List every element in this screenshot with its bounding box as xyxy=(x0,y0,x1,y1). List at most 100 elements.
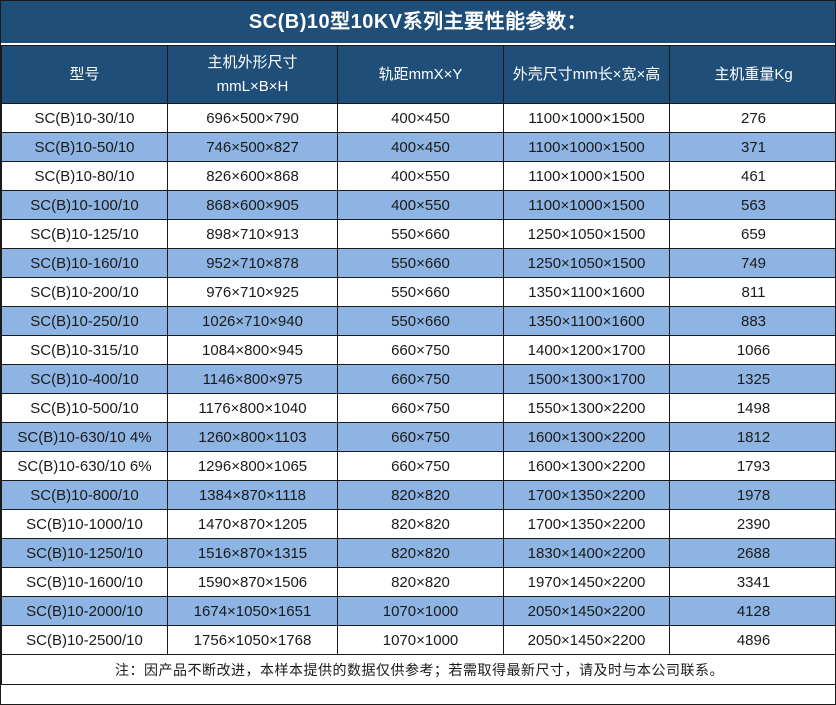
table-cell: 2050×1450×2200 xyxy=(503,596,670,626)
column-header-rail-gauge: 轨距mmX×Y xyxy=(337,45,504,104)
table-cell: 550×660 xyxy=(337,306,504,336)
column-header-model: 型号 xyxy=(1,45,168,104)
table-cell: 2688 xyxy=(669,538,835,568)
table-row: SC(B)10-125/10 898×710×913 550×660 1250×105… xyxy=(1,219,835,249)
table-row: SC(B)10-315/10 1084×800×945 660×750 1400×12… xyxy=(1,335,835,365)
table-cell: 1830×1400×2200 xyxy=(503,538,670,568)
table-cell: 550×660 xyxy=(337,277,504,307)
table-cell: 400×450 xyxy=(337,132,504,162)
table-header-row: 型号 主机外形尺寸 mmL×B×H 轨距mmX×Y 外壳尺寸mm长×宽×高 主机… xyxy=(1,45,835,104)
table-cell: 2050×1450×2200 xyxy=(503,625,670,655)
table-cell: SC(B)10-315/10 xyxy=(1,335,168,365)
table-cell: SC(B)10-250/10 xyxy=(1,306,168,336)
table-cell: SC(B)10-2000/10 xyxy=(1,596,168,626)
table-cell: 1100×1000×1500 xyxy=(503,132,670,162)
table-cell: 1384×870×1118 xyxy=(167,480,338,510)
table-cell: 659 xyxy=(669,219,835,249)
table-cell: 550×660 xyxy=(337,248,504,278)
table-cell: SC(B)10-200/10 xyxy=(1,277,168,307)
table-cell: 883 xyxy=(669,306,835,336)
table-cell: SC(B)10-80/10 xyxy=(1,161,168,191)
table-row: SC(B)10-1250/10 1516×870×1315 820×820 1830×… xyxy=(1,538,835,568)
table-cell: 2390 xyxy=(669,509,835,539)
table-row: SC(B)10-80/10 826×600×868 400×550 1100×1000… xyxy=(1,161,835,191)
table-cell: 1978 xyxy=(669,480,835,510)
table-cell: SC(B)10-1250/10 xyxy=(1,538,168,568)
table-cell: 1756×1050×1768 xyxy=(167,625,338,655)
table-row: SC(B)10-500/10 1176×800×1040 660×750 1550×1… xyxy=(1,393,835,423)
table-cell: 400×550 xyxy=(337,190,504,220)
table-cell: 550×660 xyxy=(337,219,504,249)
table-cell: 1250×1050×1500 xyxy=(503,248,670,278)
table-cell: 400×450 xyxy=(337,103,504,133)
table-cell: 746×500×827 xyxy=(167,132,338,162)
table-cell: 1070×1000 xyxy=(337,596,504,626)
table-row: SC(B)10-800/10 1384×870×1118 820×820 1700×1… xyxy=(1,480,835,510)
table-body: SC(B)10-30/10 696×500×790 400×450 1100×1000… xyxy=(1,103,835,655)
footer-row: 注：因产品不断改进，本样本提供的数据仅供参考；若需取得最新尺寸，请及时与本公司联… xyxy=(1,654,835,685)
table-cell: SC(B)10-100/10 xyxy=(1,190,168,220)
table-cell: SC(B)10-2500/10 xyxy=(1,625,168,655)
table-cell: 1700×1350×2200 xyxy=(503,480,670,510)
table-cell: SC(B)10-800/10 xyxy=(1,480,168,510)
table-cell: 1084×800×945 xyxy=(167,335,338,365)
table-row: SC(B)10-160/10 952×710×878 550×660 1250×105… xyxy=(1,248,835,278)
table-cell: SC(B)10-160/10 xyxy=(1,248,168,278)
spec-data-table: 型号 主机外形尺寸 mmL×B×H 轨距mmX×Y 外壳尺寸mm长×宽×高 主机… xyxy=(1,45,835,685)
table-cell: 563 xyxy=(669,190,835,220)
table-cell: 1600×1300×2200 xyxy=(503,422,670,452)
table-cell: 1516×870×1315 xyxy=(167,538,338,568)
table-cell: 660×750 xyxy=(337,422,504,452)
table-cell: 4896 xyxy=(669,625,835,655)
table-cell: 660×750 xyxy=(337,364,504,394)
table-row: SC(B)10-630/10 6% 1296×800×1065 660×750 160… xyxy=(1,451,835,481)
table-cell: 1100×1000×1500 xyxy=(503,190,670,220)
table-cell: 4128 xyxy=(669,596,835,626)
table-cell: 898×710×913 xyxy=(167,219,338,249)
table-cell: SC(B)10-630/10 4% xyxy=(1,422,168,452)
table-row: SC(B)10-100/10 868×600×905 400×550 1100×100… xyxy=(1,190,835,220)
table-cell: 276 xyxy=(669,103,835,133)
column-header-shell-size: 外壳尺寸mm长×宽×高 xyxy=(503,45,670,104)
table-cell: 952×710×878 xyxy=(167,248,338,278)
table-row: SC(B)10-1600/10 1590×870×1506 820×820 1970×… xyxy=(1,567,835,597)
table-cell: SC(B)10-125/10 xyxy=(1,219,168,249)
table-row: SC(B)10-250/10 1026×710×940 550×660 1350×11… xyxy=(1,306,835,336)
table-row: SC(B)10-50/10 746×500×827 400×450 1100×1000… xyxy=(1,132,835,162)
table-cell: 1260×800×1103 xyxy=(167,422,338,452)
table-cell: 1500×1300×1700 xyxy=(503,364,670,394)
table-cell: 1812 xyxy=(669,422,835,452)
table-cell: SC(B)10-50/10 xyxy=(1,132,168,162)
table-cell: SC(B)10-1600/10 xyxy=(1,567,168,597)
table-cell: 1400×1200×1700 xyxy=(503,335,670,365)
table-cell: 749 xyxy=(669,248,835,278)
table-cell: 1970×1450×2200 xyxy=(503,567,670,597)
table-cell: 1100×1000×1500 xyxy=(503,103,670,133)
table-row: SC(B)10-630/10 4% 1260×800×1103 660×750 160… xyxy=(1,422,835,452)
column-header-machine-size: 主机外形尺寸 mmL×B×H xyxy=(167,45,338,104)
column-header-weight: 主机重量Kg xyxy=(669,45,835,104)
table-cell: 1146×800×975 xyxy=(167,364,338,394)
table-cell: 1026×710×940 xyxy=(167,306,338,336)
table-cell: 1590×870×1506 xyxy=(167,567,338,597)
table-cell: 1296×800×1065 xyxy=(167,451,338,481)
table-cell: 461 xyxy=(669,161,835,191)
table-cell: 811 xyxy=(669,277,835,307)
table-row: SC(B)10-30/10 696×500×790 400×450 1100×1000… xyxy=(1,103,835,133)
table-cell: 868×600×905 xyxy=(167,190,338,220)
table-cell: 1176×800×1040 xyxy=(167,393,338,423)
table-cell: SC(B)10-630/10 6% xyxy=(1,451,168,481)
table-row: SC(B)10-2500/10 1756×1050×1768 1070×1000 20… xyxy=(1,625,835,655)
table-cell: SC(B)10-1000/10 xyxy=(1,509,168,539)
table-cell: SC(B)10-400/10 xyxy=(1,364,168,394)
table-row: SC(B)10-1000/10 1470×870×1205 820×820 1700×… xyxy=(1,509,835,539)
table-cell: 1350×1100×1600 xyxy=(503,277,670,307)
table-cell: 1066 xyxy=(669,335,835,365)
table-cell: 1350×1100×1600 xyxy=(503,306,670,336)
table-cell: 820×820 xyxy=(337,567,504,597)
table-cell: 820×820 xyxy=(337,509,504,539)
table-cell: 371 xyxy=(669,132,835,162)
table-cell: 1498 xyxy=(669,393,835,423)
table-row: SC(B)10-400/10 1146×800×975 660×750 1500×13… xyxy=(1,364,835,394)
